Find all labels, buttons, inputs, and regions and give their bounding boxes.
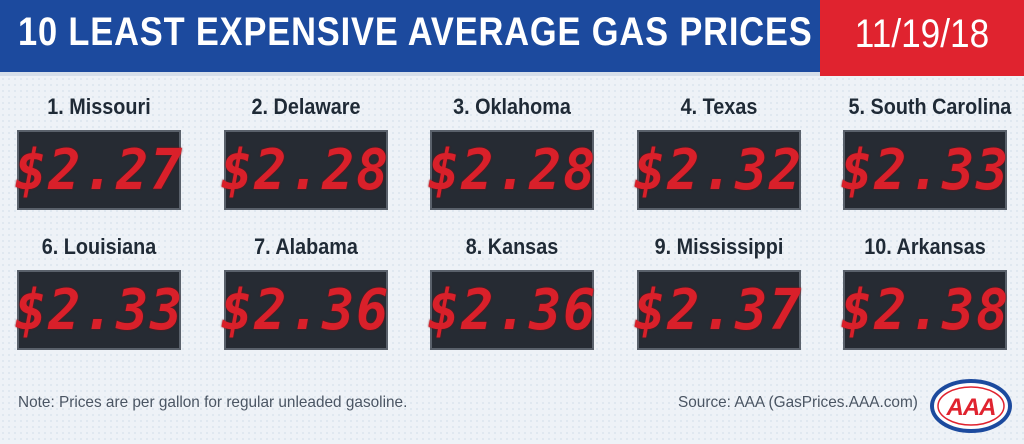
state-card-8: 8. Kansas $2.36	[427, 234, 597, 374]
state-card-7: 7. Alabama $2.36	[221, 234, 391, 374]
price-display: $2.33	[14, 270, 184, 350]
price-value: $2.32	[633, 137, 804, 203]
price-display: $2.36	[220, 270, 391, 350]
price-value: $2.37	[633, 277, 804, 343]
state-label: 6. Louisiana	[41, 234, 157, 259]
price-value: $2.33	[840, 137, 1010, 203]
footnote: Note: Prices are per gallon for regular …	[18, 394, 408, 411]
state-card-3: 3. Oklahoma $2.28	[427, 94, 597, 234]
price-display: $2.36	[427, 270, 597, 350]
state-label: 9. Mississippi	[654, 234, 783, 259]
state-label: 5. South Carolina	[848, 94, 1012, 119]
state-label: 4. Texas	[680, 94, 757, 119]
price-value: $2.36	[220, 277, 391, 343]
header: 10 LEAST EXPENSIVE AVERAGE GAS PRICES 11…	[0, 0, 1024, 76]
price-display: $2.37	[633, 270, 804, 350]
page-title: 10 LEAST EXPENSIVE AVERAGE GAS PRICES	[18, 10, 813, 54]
state-label: 8. Kansas	[465, 234, 559, 259]
state-label: 3. Oklahoma	[453, 94, 571, 119]
price-display: $2.38	[840, 270, 1010, 350]
aaa-logo-icon: AAA	[930, 379, 1012, 433]
state-card-2: 2. Delaware $2.28	[221, 94, 391, 234]
date-label: 11/19/18	[854, 12, 990, 56]
date-band: 11/19/18	[820, 0, 1024, 76]
price-display: $2.28	[220, 130, 391, 210]
state-card-5: 5. South Carolina $2.33	[840, 94, 1012, 234]
price-value: $2.38	[840, 277, 1010, 343]
state-label: 7. Alabama	[253, 234, 358, 259]
price-value: $2.28	[427, 137, 597, 203]
state-card-4: 4. Texas $2.32	[634, 94, 804, 234]
price-grid: 1. Missouri $2.27 2. Delaware $2.28 3. O…	[14, 94, 1012, 374]
source-credit: Source: AAA (GasPrices.AAA.com)	[678, 394, 918, 411]
logo-text: AAA	[946, 394, 996, 421]
price-value: $2.27	[14, 137, 184, 203]
state-card-1: 1. Missouri $2.27	[14, 94, 184, 234]
title-band: 10 LEAST EXPENSIVE AVERAGE GAS PRICES	[0, 0, 820, 76]
state-label: 1. Missouri	[47, 94, 151, 119]
state-card-6: 6. Louisiana $2.33	[14, 234, 184, 374]
state-card-10: 10. Arkansas $2.38	[840, 234, 1010, 374]
price-value: $2.28	[220, 137, 391, 203]
price-display: $2.28	[427, 130, 597, 210]
price-value: $2.36	[427, 277, 597, 343]
price-display: $2.33	[840, 130, 1010, 210]
price-value: $2.33	[14, 277, 184, 343]
state-card-9: 9. Mississippi $2.37	[634, 234, 804, 374]
state-label: 2. Delaware	[251, 94, 360, 119]
state-label: 10. Arkansas	[864, 234, 986, 259]
price-display: $2.27	[14, 130, 184, 210]
price-display: $2.32	[633, 130, 804, 210]
